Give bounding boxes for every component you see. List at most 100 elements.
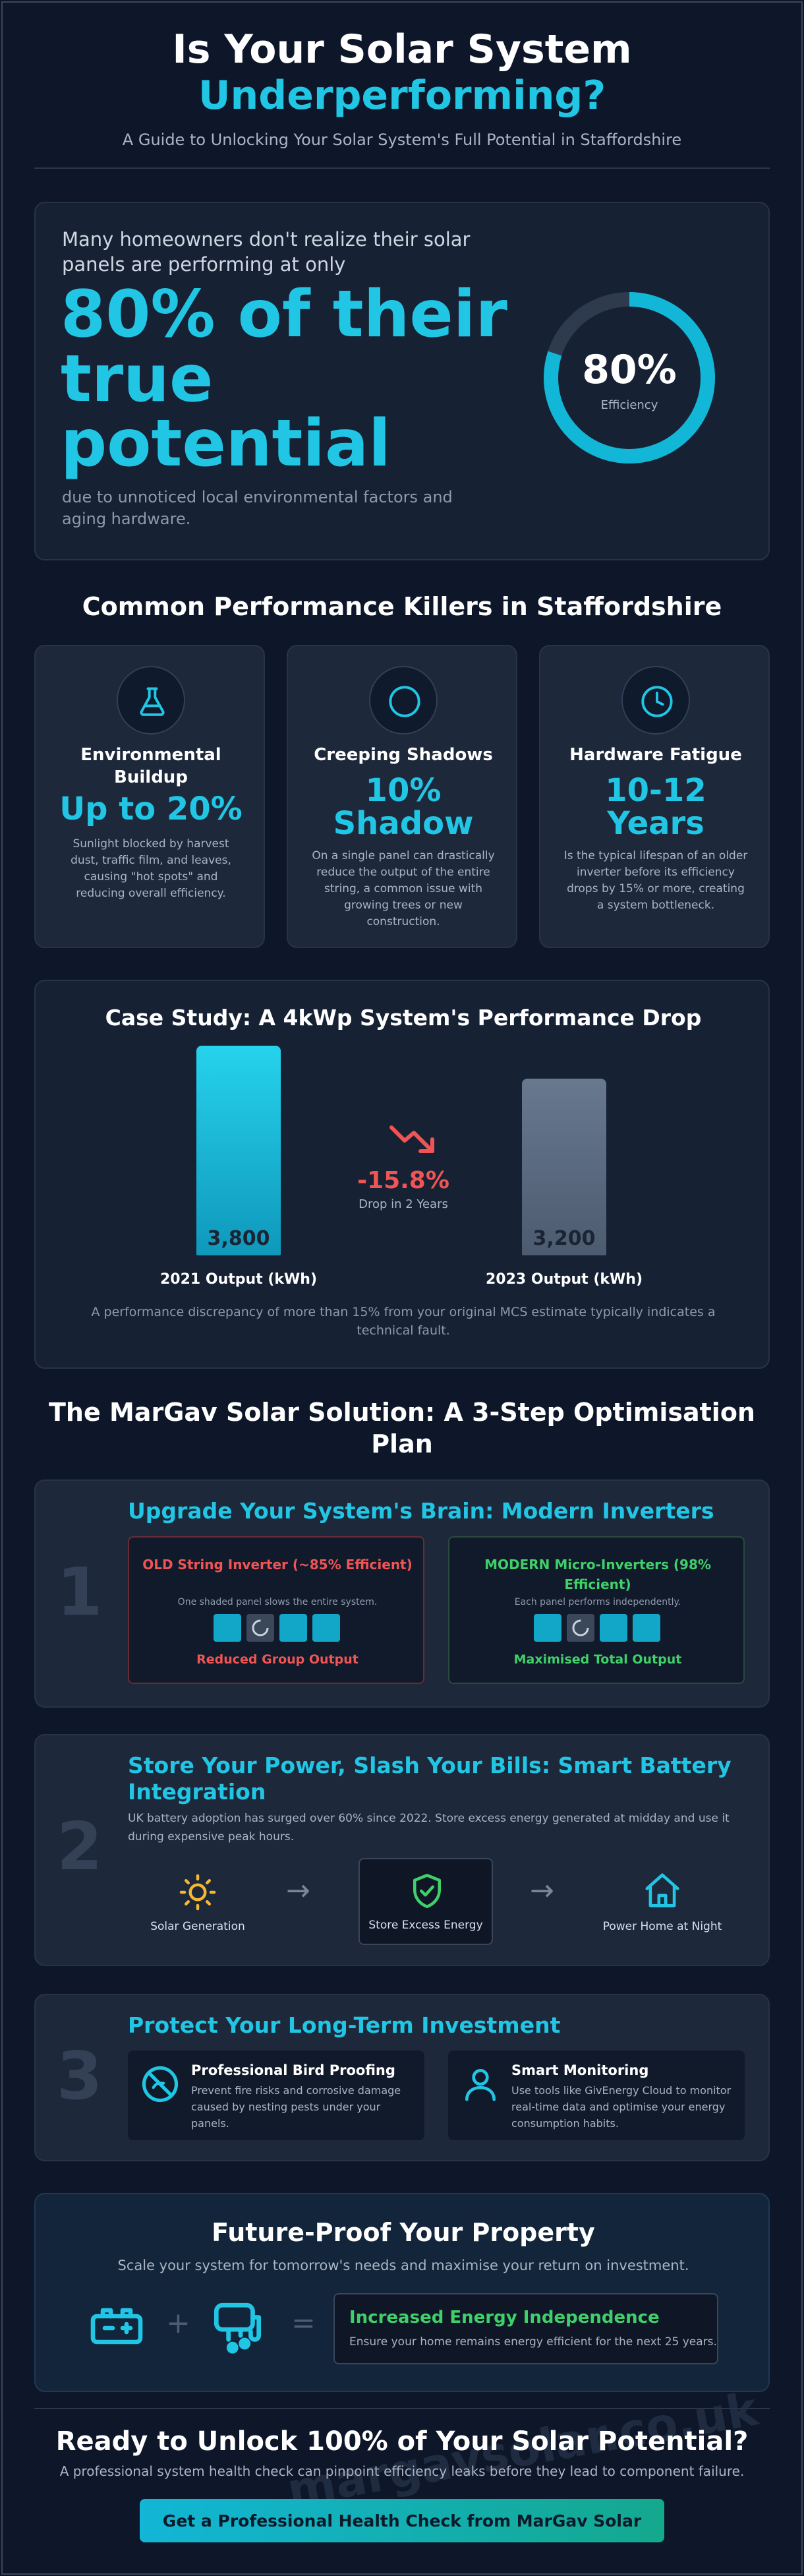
result-desc: Ensure your home remains energy efficien… (349, 2335, 717, 2349)
killer-description: Is the typical lifespan of an older inve… (563, 849, 748, 912)
drop-caption: Drop in 2 Years (359, 1197, 448, 1211)
bar-value: 3,200 (532, 1226, 596, 1250)
killer-description: On a single panel can drastically reduce… (312, 849, 495, 928)
cta-subtitle: A professional system health check can p… (59, 2463, 745, 2479)
equals-sign: = (291, 2306, 316, 2340)
ev-charger-icon (208, 2297, 269, 2360)
gauge-caption: Efficiency (600, 398, 658, 412)
step-2-card: 2 Store Your Power, Slash Your Bills: Sm… (34, 1734, 770, 1966)
killer-description: Sunlight blocked by harvest dust, traffi… (71, 837, 231, 900)
efficiency-gauge: 80% Efficiency (542, 290, 717, 465)
user-icon (460, 2064, 501, 2107)
trend-down-icon (389, 1125, 434, 1153)
hero-card: Many homeowners don't realize their sola… (34, 202, 770, 560)
flow-label: Power Home at Night (602, 1920, 722, 1933)
no-birds-icon (140, 2064, 181, 2107)
solar-panel (633, 1614, 660, 1642)
shaded-panel (246, 1614, 274, 1642)
new-inverter-outcome: Maximised Total Output (513, 1652, 682, 1667)
solar-panel (312, 1614, 340, 1642)
protect-title: Professional Bird Proofing (191, 2062, 395, 2078)
drop-value: -15.8% (357, 1167, 449, 1194)
protect-desc: Use tools like GivEnergy Cloud to monito… (511, 2084, 732, 2130)
divider (34, 2408, 770, 2409)
health-check-button[interactable]: Get a Professional Health Check from Mar… (140, 2499, 664, 2542)
clock-icon (621, 666, 690, 734)
future-subtitle: Scale your system for tomorrow's needs a… (117, 2258, 689, 2273)
bar-2023: 3,200 (522, 1079, 606, 1255)
bar-label: 2023 Output (kWh) (485, 1271, 643, 1288)
solution-title: The MarGav Solar Solution: A 3-Step Opti… (49, 1398, 755, 1458)
title-line-1: Is Your Solar System (172, 26, 632, 73)
killer-value: 10-12 Years (605, 772, 706, 842)
flow-label: Solar Generation (150, 1920, 245, 1933)
divider (34, 167, 770, 169)
hero-tail: due to unnoticed local environmental fac… (62, 488, 453, 528)
step-title: Store Your Power, Slash Your Bills: Smar… (128, 1752, 732, 1805)
cta-title: Ready to Unlock 100% of Your Solar Poten… (55, 2426, 749, 2457)
old-inverter-outcome: Reduced Group Output (196, 1652, 359, 1667)
protect-title: Smart Monitoring (511, 2062, 649, 2078)
old-inverter-box: OLD String Inverter (~85% Efficient) One… (128, 1536, 424, 1684)
bar-2021: 3,800 (196, 1046, 281, 1255)
battery-icon (87, 2300, 146, 2355)
killer-title: Environmental Buildup (80, 745, 221, 787)
killer-card-shadows: Creeping Shadows 10% Shadow On a single … (287, 645, 517, 948)
result-box: Increased Energy Independence Ensure you… (333, 2293, 718, 2364)
flow-arrow: → (530, 1874, 554, 1907)
flow-label: Store Excess Energy (368, 1919, 483, 1932)
circle-icon (369, 666, 438, 734)
step-title: Protect Your Long-Term Investment (128, 2012, 561, 2038)
header: Is Your Solar System Underperforming? A … (0, 26, 804, 149)
shaded-panel (567, 1614, 594, 1642)
drop-indicator: -15.8% Drop in 2 Years (337, 1123, 469, 1222)
step-description: UK battery adoption has surged over 60% … (128, 1812, 730, 1843)
shield-check-icon (407, 1871, 447, 1913)
future-title: Future-Proof Your Property (212, 2218, 595, 2247)
gauge-value: 80% (582, 347, 677, 393)
home-icon (642, 1870, 683, 1913)
bar-label: 2021 Output (kWh) (159, 1271, 318, 1288)
new-inverter-title: MODERN Micro-Inverters (98% Efficient) (484, 1557, 711, 1592)
bird-proofing-box: Professional Bird Proofing Prevent fire … (128, 2051, 424, 2140)
killers-title: Common Performance Killers in Staffordsh… (82, 592, 722, 621)
solar-panel (534, 1614, 561, 1642)
loading-icon (252, 1619, 269, 1636)
plus-sign: + (166, 2306, 190, 2340)
future-proof-card: Future-Proof Your Property Scale your sy… (34, 2193, 770, 2392)
new-inverter-desc: Each panel performs independently. (514, 1597, 681, 1607)
gauge-ring (544, 292, 715, 464)
flow-arrow: → (286, 1874, 310, 1907)
result-title: Increased Energy Independence (349, 2308, 660, 2327)
step-number: 1 (57, 1553, 103, 1631)
panel-array (534, 1614, 662, 1644)
old-inverter-title: OLD String Inverter (~85% Efficient) (142, 1557, 413, 1573)
solar-panel (214, 1614, 241, 1642)
case-study-title: Case Study: A 4kWp System's Performance … (105, 1005, 702, 1031)
case-study-card: Case Study: A 4kWp System's Performance … (34, 980, 770, 1369)
flask-icon (117, 666, 185, 734)
protect-desc: Prevent fire risks and corrosive damage … (191, 2084, 401, 2130)
subtitle: A Guide to Unlocking Your Solar System's… (122, 131, 682, 149)
killer-value: 10% Shadow (333, 772, 474, 842)
step-number: 2 (57, 1808, 103, 1885)
case-study-note: A performance discrepancy of more than 1… (91, 1305, 716, 1338)
step-number: 3 (57, 2037, 103, 2114)
new-inverter-box: MODERN Micro-Inverters (98% Efficient) E… (448, 1536, 745, 1684)
old-inverter-desc: One shaded panel slows the entire system… (177, 1597, 378, 1607)
killer-card-hardware: Hardware Fatigue 10-12 Years Is the typi… (539, 645, 770, 948)
loading-icon (572, 1619, 589, 1636)
killer-title: Creeping Shadows (314, 745, 493, 765)
killer-card-environmental: Environmental Buildup Up to 20% Sunlight… (34, 645, 265, 948)
battery-storage-box: Store Excess Energy (359, 1858, 493, 1945)
step-title: Upgrade Your System's Brain: Modern Inve… (128, 1498, 714, 1524)
title-line-2: Underperforming? (198, 73, 606, 119)
killer-value: Up to 20% (59, 791, 243, 827)
killer-title: Hardware Fatigue (569, 745, 742, 765)
panel-array (214, 1614, 341, 1644)
sun-icon (178, 1872, 217, 1915)
step-1-card: 1 Upgrade Your System's Brain: Modern In… (34, 1480, 770, 1708)
solar-panel (600, 1614, 627, 1642)
